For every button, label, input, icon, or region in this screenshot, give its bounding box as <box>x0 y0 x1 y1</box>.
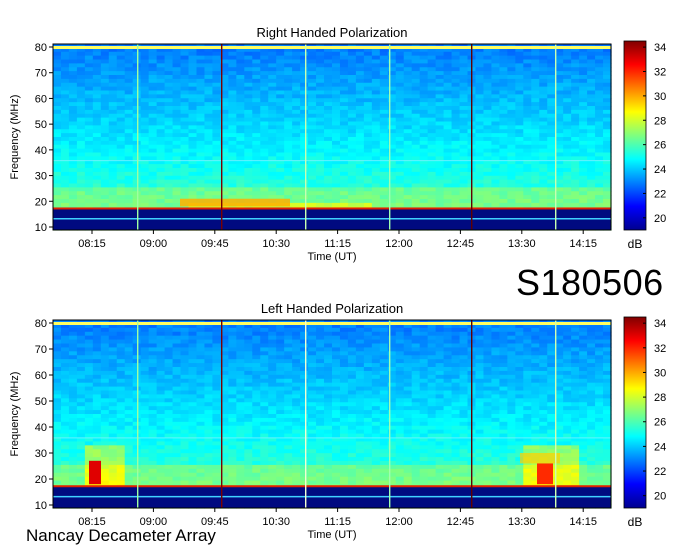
x-tick-0-7: 13:30 <box>508 238 536 250</box>
y-tick-0-80: 80 <box>35 42 47 54</box>
x-tick-1-1: 09:00 <box>140 516 168 528</box>
cb-tick-1-30: 30 <box>654 367 666 379</box>
top-line-0 <box>53 46 611 49</box>
vertical-line-1-3 <box>389 320 391 508</box>
vertical-line-1-4 <box>471 320 473 508</box>
colorbar-1 <box>623 316 647 509</box>
y-tick-0-20: 20 <box>35 196 47 208</box>
cb-tick-0-34: 34 <box>654 42 666 54</box>
colorbar-label-1: dB <box>628 515 643 529</box>
cb-tick-1-32: 32 <box>654 343 666 355</box>
y-tick-1-70: 70 <box>35 344 47 356</box>
y-tick-1-40: 40 <box>35 422 47 434</box>
colorbar-0 <box>623 40 647 231</box>
cb-tick-1-22: 22 <box>654 466 666 478</box>
y-axis-label-0: Frequency (MHz) <box>9 95 21 180</box>
chart-title-1: Left Handed Polarization <box>261 301 403 316</box>
x-tick-1-0: 08:15 <box>78 516 106 528</box>
line-36mhz-0 <box>53 160 611 162</box>
cb-tick-0-22: 22 <box>654 188 666 200</box>
y-tick-1-10: 10 <box>35 500 47 512</box>
line-13mhz-0 <box>53 218 611 220</box>
x-tick-0-1: 09:00 <box>140 238 168 250</box>
y-tick-1-60: 60 <box>35 370 47 382</box>
y-axis-label-1: Frequency (MHz) <box>9 372 21 457</box>
x-axis-label-1: Time (UT) <box>307 529 356 541</box>
vertical-line-0-4 <box>471 44 473 230</box>
chart-title-0: Right Handed Polarization <box>256 25 407 40</box>
line-36mhz-1 <box>53 437 611 439</box>
y-tick-1-30: 30 <box>35 448 47 460</box>
cb-tick-0-26: 26 <box>654 140 666 152</box>
x-tick-1-7: 13:30 <box>508 516 536 528</box>
y-tick-1-50: 50 <box>35 396 47 408</box>
plot-frame-0 <box>52 43 612 231</box>
vertical-line-0-0 <box>137 44 139 230</box>
plot-frame-1 <box>52 319 612 509</box>
x-tick-1-8: 14:15 <box>569 516 597 528</box>
burst-a-1 <box>89 460 101 485</box>
x-tick-1-4: 11:15 <box>324 516 351 528</box>
x-tick-0-5: 12:00 <box>385 238 413 250</box>
cb-tick-0-20: 20 <box>654 213 666 225</box>
instrument-label: Nancay Decameter Array <box>26 526 216 545</box>
vertical-line-0-2 <box>305 44 307 230</box>
y-tick-0-30: 30 <box>35 171 47 183</box>
panel-0: Right Handed Polarization 10 20 30 40 50 60 70 8… <box>9 25 666 263</box>
observation-id: S180506 <box>516 262 664 303</box>
x-tick-0-0: 08:15 <box>78 238 106 250</box>
colorbar-label-0: dB <box>628 237 643 251</box>
cb-tick-0-24: 24 <box>654 164 666 176</box>
cb-tick-1-20: 20 <box>654 491 666 503</box>
spectrogram-1 <box>53 320 612 509</box>
x-tick-0-3: 10:30 <box>262 238 290 250</box>
y-tick-0-50: 50 <box>35 119 47 131</box>
vertical-line-0-3 <box>389 44 391 230</box>
line-13mhz-1 <box>53 495 611 498</box>
y-tick-0-40: 40 <box>35 145 47 157</box>
x-tick-0-6: 12:45 <box>447 238 475 250</box>
cb-tick-1-28: 28 <box>654 392 666 404</box>
panel-1: Left Handed Polarization 10 20 30 40 50 60 70 80… <box>9 301 666 541</box>
x-tick-1-5: 12:00 <box>385 516 413 528</box>
vertical-line-1-5 <box>555 320 557 508</box>
spectrogram-0 <box>53 44 612 231</box>
cb-tick-0-28: 28 <box>654 115 666 127</box>
x-tick-0-8: 14:15 <box>569 238 597 250</box>
burst-a-0 <box>180 198 290 207</box>
cb-tick-1-34: 34 <box>654 318 666 330</box>
vertical-line-1-1 <box>221 320 223 508</box>
top-line-1 <box>53 322 611 325</box>
cb-tick-1-26: 26 <box>654 417 666 429</box>
cb-tick-1-24: 24 <box>654 441 666 453</box>
vertical-line-0-5 <box>555 44 557 230</box>
cb-tick-0-32: 32 <box>654 66 666 78</box>
cb-tick-0-30: 30 <box>654 91 666 103</box>
y-tick-1-80: 80 <box>35 318 47 330</box>
hot-strip-1 <box>53 485 611 488</box>
burst-c-1 <box>520 453 560 464</box>
vertical-line-0-1 <box>221 44 223 230</box>
y-tick-0-70: 70 <box>35 68 47 80</box>
x-tick-1-6: 12:45 <box>447 516 475 528</box>
vertical-line-1-2 <box>305 320 307 508</box>
x-axis-label-0: Time (UT) <box>307 251 356 263</box>
x-tick-0-4: 11:15 <box>324 238 351 250</box>
y-tick-1-20: 20 <box>35 474 47 486</box>
x-tick-1-2: 09:45 <box>201 516 229 528</box>
hot-strip-0 <box>53 207 611 210</box>
x-tick-0-2: 09:45 <box>201 238 229 250</box>
y-tick-0-10: 10 <box>35 222 47 234</box>
vertical-line-1-0 <box>137 320 139 508</box>
burst-b-1 <box>537 463 553 485</box>
y-tick-0-60: 60 <box>35 93 47 105</box>
x-tick-1-3: 10:30 <box>262 516 290 528</box>
